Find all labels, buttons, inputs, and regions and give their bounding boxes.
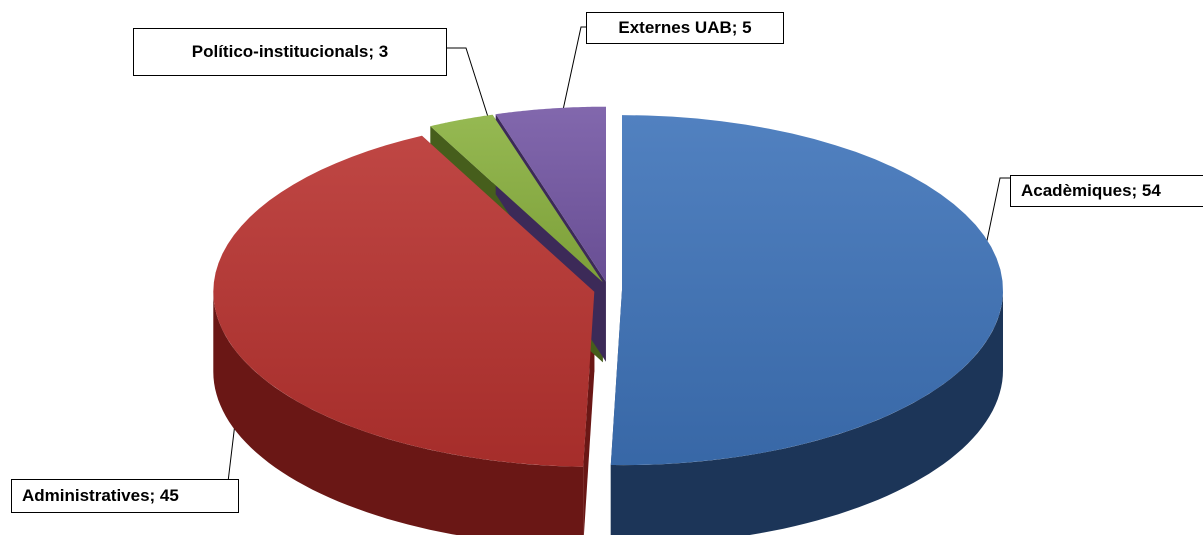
leader-line-academiques xyxy=(983,177,1010,256)
data-label-politico-institucionals: Político-institucionals; 3 xyxy=(133,28,447,76)
slice-side-academiques xyxy=(610,290,1003,535)
slice-top-shade-administratives xyxy=(213,135,595,467)
slice-side-administratives xyxy=(213,291,584,535)
data-label-academiques: Acadèmiques; 54 xyxy=(1010,175,1203,207)
leader-line-politico xyxy=(447,47,489,118)
slice-tops xyxy=(213,106,1003,467)
slice-top-shade-academiques xyxy=(610,115,1003,465)
data-label-externes-uab: Externes UAB; 5 xyxy=(586,12,784,44)
leader-line-externes xyxy=(562,26,586,111)
slice-top-shade-externes-uab xyxy=(495,106,606,282)
slice-top-shade-politico-institucionals xyxy=(430,114,603,283)
data-label-administratives: Administratives; 45 xyxy=(11,479,239,513)
